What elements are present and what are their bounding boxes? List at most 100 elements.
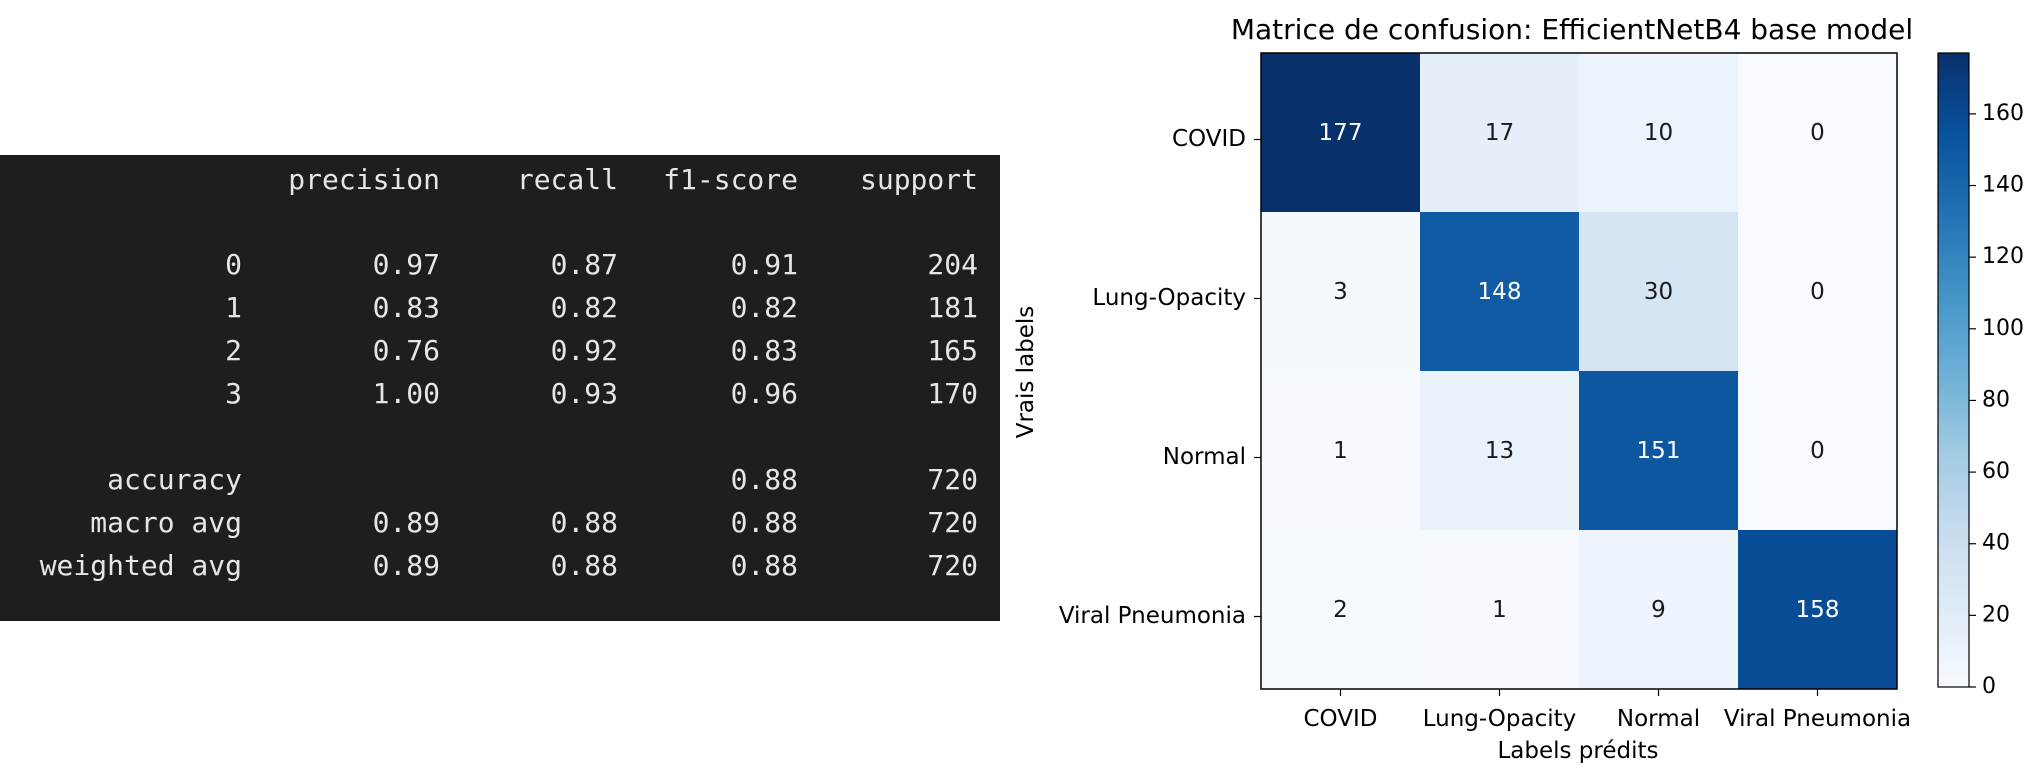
report-summary-row-cell-4: 720 bbox=[927, 549, 978, 582]
report-class-row-cell-3: 0.83 bbox=[730, 334, 798, 367]
heatmap-cell-value: 2 bbox=[1333, 597, 1348, 623]
report-class-row-cell-4: 170 bbox=[927, 377, 978, 410]
report-summary-row-cell-1: 0.89 bbox=[372, 549, 440, 582]
report-summary-row-cell-3: 0.88 bbox=[730, 506, 798, 539]
y-tick-label: COVID bbox=[1172, 126, 1246, 152]
heatmap-cell-value: 30 bbox=[1644, 279, 1673, 305]
heatmap-cell-value: 148 bbox=[1478, 279, 1522, 305]
report-summary-row-cell-3: 0.88 bbox=[730, 549, 798, 582]
report-class-row-cell-3: 0.91 bbox=[730, 248, 798, 281]
heatmap-cell-value: 0 bbox=[1810, 438, 1825, 464]
classification-report: precision recall f1-score support 0 0.97 0.87 0… bbox=[0, 155, 1000, 621]
report-header-row-cell-4: support bbox=[859, 163, 978, 196]
report-class-row-cell-1: 1.00 bbox=[372, 377, 440, 410]
colorbar-gradient bbox=[1937, 52, 1970, 688]
colorbar-tick-label: 120 bbox=[1982, 244, 2024, 269]
y-tick-label: Normal bbox=[1163, 444, 1246, 470]
heatmap-cell bbox=[1261, 212, 1420, 371]
heatmap-cell bbox=[1420, 371, 1579, 530]
report-class-row-cell-2: 0.87 bbox=[550, 248, 618, 281]
heatmap-cell bbox=[1261, 530, 1420, 689]
colorbar-tick-label: 160 bbox=[1982, 101, 2024, 126]
report-class-row: 3 1.00 0.93 0.96 170 bbox=[0, 372, 1000, 415]
report-class-row-cell-4: 181 bbox=[927, 291, 978, 324]
chart-title: Matrice de confusion: EfficientNetB4 bas… bbox=[1231, 13, 1913, 46]
heatmap-cell bbox=[1420, 53, 1579, 212]
report-header-row-cell-3: f1-score bbox=[663, 163, 798, 196]
heatmap-cell-value: 1 bbox=[1492, 597, 1507, 623]
report-summary-row: macro avg 0.89 0.88 0.88 720 bbox=[0, 501, 1000, 544]
heatmap-cell-value: 158 bbox=[1796, 597, 1840, 623]
report-class-row-cell-0: 3 bbox=[225, 377, 242, 410]
heatmap-cell bbox=[1738, 530, 1897, 689]
x-tick-label: Normal bbox=[1617, 706, 1700, 732]
report-class-row-cell-0: 2 bbox=[225, 334, 242, 367]
report-summary-row-cell-2: 0.88 bbox=[550, 549, 618, 582]
y-tick-labels: COVID Lung-Opacity Normal Viral Pneumonia bbox=[1059, 126, 1261, 629]
heatmap-cell bbox=[1261, 371, 1420, 530]
heatmap-cell bbox=[1738, 53, 1897, 212]
x-tick-label: Viral Pneumonia bbox=[1724, 706, 1911, 732]
colorbar-tick-label: 40 bbox=[1982, 531, 2010, 556]
heatmap-cell bbox=[1738, 212, 1897, 371]
colorbar: 0 20 40 60 80 100 120 140 160 bbox=[1937, 52, 2024, 699]
report-class-row-cell-2: 0.82 bbox=[550, 291, 618, 324]
heatmap-cell-value: 1 bbox=[1333, 438, 1348, 464]
x-axis-label: Labels prédits bbox=[1497, 738, 1658, 764]
heatmap-cell-value: 3 bbox=[1333, 279, 1348, 305]
heatmap-cell bbox=[1261, 53, 1420, 212]
report-summary-row: weighted avg 0.89 0.88 0.88 720 bbox=[0, 544, 1000, 587]
heatmap-cell bbox=[1420, 212, 1579, 371]
heatmap-cell-value: 151 bbox=[1637, 438, 1681, 464]
report-class-row: 1 0.83 0.82 0.82 181 bbox=[0, 286, 1000, 329]
report-class-row-cell-4: 165 bbox=[927, 334, 978, 367]
colorbar-tick-label: 60 bbox=[1982, 459, 2010, 484]
report-class-row-cell-0: 1 bbox=[225, 291, 242, 324]
confusion-matrix-svg: Matrice de confusion: EfficientNetB4 bas… bbox=[1013, 13, 2024, 764]
report-summary-row-cell-1 bbox=[242, 458, 440, 501]
heatmap-cell bbox=[1579, 53, 1738, 212]
colorbar-tick-label: 0 bbox=[1982, 674, 1996, 699]
report-class-row-cell-1: 0.97 bbox=[372, 248, 440, 281]
report-class-row-cell-0: 0 bbox=[225, 248, 242, 281]
heatmap-cell bbox=[1579, 371, 1738, 530]
report-class-row: 0 0.97 0.87 0.91 204 bbox=[0, 243, 1000, 286]
report-class-row-cell-3: 0.82 bbox=[730, 291, 798, 324]
confusion-matrix-chart: Matrice de confusion: EfficientNetB4 bas… bbox=[1000, 0, 2038, 777]
y-tick-label: Viral Pneumonia bbox=[1059, 603, 1246, 629]
report-summary-row-cell-4: 720 bbox=[927, 506, 978, 539]
report-class-row-cell-3: 0.96 bbox=[730, 377, 798, 410]
report-summary-row-cell-1: 0.89 bbox=[372, 506, 440, 539]
y-axis-label: Vrais labels bbox=[1013, 306, 1039, 439]
heatmap-cell-values: 177 17 10 0 3 148 30 0 1 13 151 0 2 1 9 158 bbox=[1319, 120, 1840, 623]
x-tick-label: COVID bbox=[1304, 706, 1378, 732]
heatmap-cell bbox=[1579, 530, 1738, 689]
heatmap-cells bbox=[1260, 52, 1898, 690]
colorbar-tick-label: 20 bbox=[1982, 602, 2010, 627]
colorbar-tick-label: 100 bbox=[1982, 316, 2024, 341]
report-header-row-cell-0 bbox=[0, 158, 242, 201]
x-tick-label: Lung-Opacity bbox=[1423, 706, 1577, 732]
report-class-row-cell-2: 0.93 bbox=[550, 377, 618, 410]
colorbar-tick-label: 80 bbox=[1982, 387, 2010, 412]
report-class-row-cell-4: 204 bbox=[927, 248, 978, 281]
report-class-row: 2 0.76 0.92 0.83 165 bbox=[0, 329, 1000, 372]
report-header-row: precision recall f1-score support bbox=[0, 158, 1000, 201]
report-summary-row-cell-3: 0.88 bbox=[730, 463, 798, 496]
heatmap-cell bbox=[1579, 212, 1738, 371]
report-header-row-cell-2: recall bbox=[516, 163, 618, 196]
report-header-row-cell-1: precision bbox=[288, 163, 440, 196]
report-class-row-cell-2: 0.92 bbox=[550, 334, 618, 367]
heatmap-cell bbox=[1738, 371, 1897, 530]
heatmap-cell-value: 13 bbox=[1485, 438, 1514, 464]
report-summary-row-cell-4: 720 bbox=[927, 463, 978, 496]
report-summary-row-cell-2: 0.88 bbox=[550, 506, 618, 539]
heatmap-cell-value: 0 bbox=[1810, 279, 1825, 305]
report-class-row-cell-1: 0.83 bbox=[372, 291, 440, 324]
report-summary-row-cell-2 bbox=[440, 458, 618, 501]
report-summary-row-cell-0: weighted avg bbox=[39, 549, 242, 582]
heatmap-cell-value: 0 bbox=[1810, 120, 1825, 146]
x-tick-labels: COVID Lung-Opacity Normal Viral Pneumonia bbox=[1304, 689, 1911, 732]
y-tick-label: Lung-Opacity bbox=[1092, 285, 1246, 311]
heatmap-cell-value: 9 bbox=[1651, 597, 1666, 623]
